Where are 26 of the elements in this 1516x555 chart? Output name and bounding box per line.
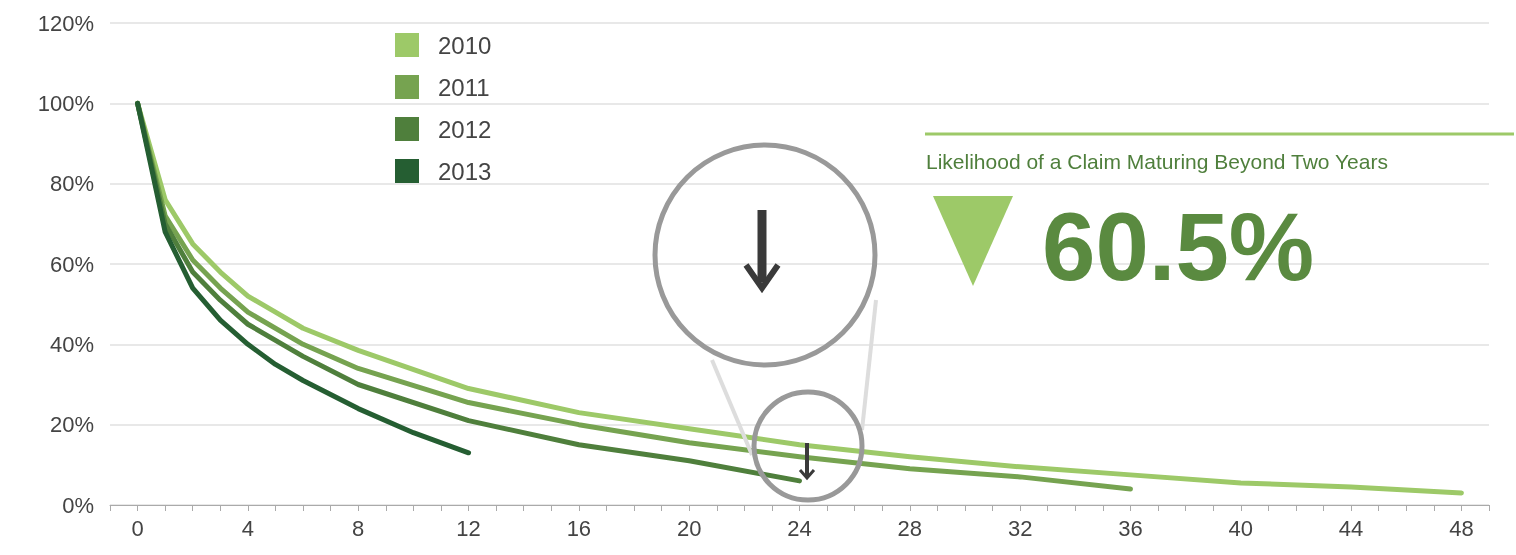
legend-label: 2013 xyxy=(438,157,492,185)
y-tick-label: 20% xyxy=(49,412,94,438)
x-tick-label: 12 xyxy=(456,515,481,541)
y-tick-label: 80% xyxy=(49,171,94,197)
x-tick-label: 8 xyxy=(352,515,365,541)
x-tick-label: 4 xyxy=(241,515,255,541)
x-tick-label: 44 xyxy=(1338,515,1364,541)
x-tick-label: 40 xyxy=(1228,515,1254,541)
y-tick-label: 60% xyxy=(49,251,94,277)
legend-label: 2012 xyxy=(438,115,492,143)
y-tick-label: 40% xyxy=(49,331,94,357)
y-tick-label: 100% xyxy=(37,90,94,116)
x-tick-label: 16 xyxy=(566,515,592,541)
y-tick-label: 120% xyxy=(37,10,94,36)
annotation: Likelihood of a Claim Maturing Beyond Two Years xyxy=(926,150,1388,174)
legend-label: 2011 xyxy=(438,73,490,101)
legend-label: 2010 xyxy=(438,31,492,59)
x-tick-label: 20 xyxy=(676,515,702,541)
y-tick-label: 0% xyxy=(62,492,94,518)
x-tick-label: 28 xyxy=(897,515,923,541)
x-tick-label: 32 xyxy=(1007,515,1033,541)
x-tick-label: 36 xyxy=(1118,515,1143,541)
annotation: 60.5% xyxy=(1042,192,1315,302)
x-tick-label: 48 xyxy=(1449,515,1474,541)
x-tick-label: 24 xyxy=(787,515,812,541)
x-tick-label: 0 xyxy=(131,515,144,541)
